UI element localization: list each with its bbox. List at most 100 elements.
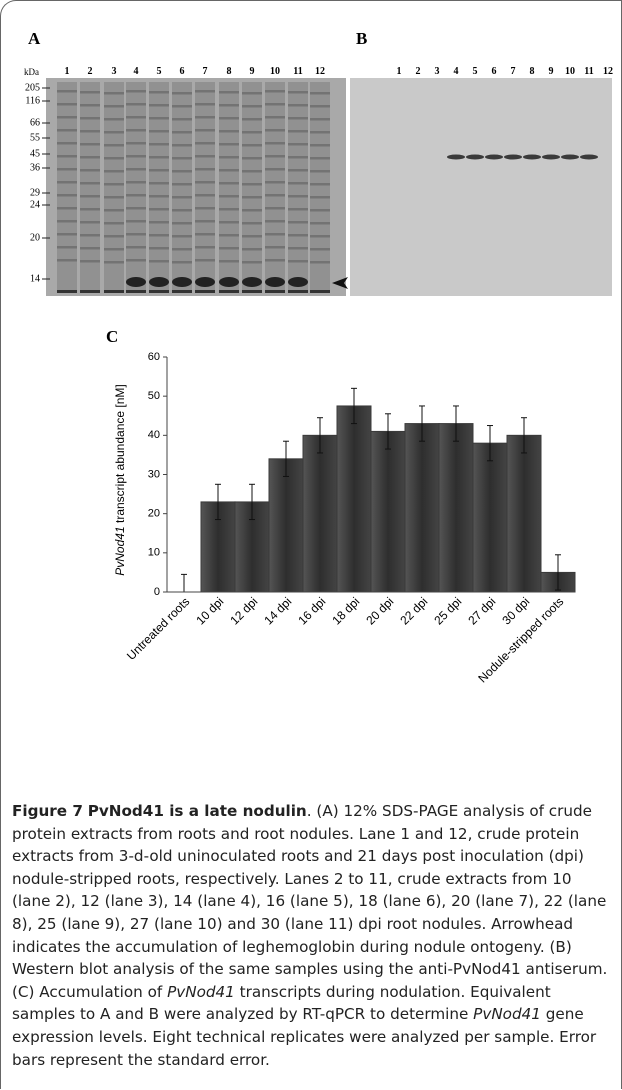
gel-band [172,144,192,147]
x-tick-label: 16 dpi [295,594,328,627]
y-tick-label: 20 [148,508,160,520]
gel-band [265,259,285,262]
gel-band [310,157,330,160]
gel-band [126,207,146,210]
gel-lane [242,82,262,292]
gel-band [57,259,77,262]
gel-band [80,117,100,120]
error-bar [283,440,289,477]
error-bar [555,554,561,591]
gel-band [149,91,169,94]
gel-band [149,260,169,263]
gel-front [57,290,77,293]
leghemoglobin-band [265,277,285,287]
gel-band [265,116,285,119]
gel-band [288,260,308,263]
gel-band [288,130,308,133]
lane-number: 7 [203,66,208,77]
bar [438,423,474,593]
gel-band [265,220,285,223]
gel-band [149,117,169,120]
y-axis-label-text: transcript abundance [nM] [113,384,127,523]
gel-band [219,195,239,198]
gel-band [126,246,146,249]
y-tick-label: 50 [148,390,160,402]
gel-band [242,92,262,95]
gel-front [126,290,146,293]
marker-label: 29 [30,187,40,198]
gel-lane [104,82,124,292]
gel-band [149,208,169,211]
gel-front [265,290,285,293]
gel-band [149,143,169,146]
lane-number: 9 [250,66,255,77]
gel-band [172,92,192,95]
leghemoglobin-band [126,277,146,287]
panel-label: C [106,327,118,346]
gel-band [104,118,124,121]
gel-band [288,156,308,159]
gel-band [57,194,77,197]
bar [506,434,542,593]
gel-band [126,142,146,145]
leghemoglobin-band [195,277,215,287]
gel-band [172,105,192,108]
gel-band [57,168,77,171]
gel-band [310,235,330,238]
gel-band [80,182,100,185]
gel-band [265,194,285,197]
gel-band [219,143,239,146]
gel-lane [195,82,215,292]
gel-band [57,207,77,210]
gel-band [126,259,146,262]
y-tick-label: 30 [148,468,160,480]
gel-band [80,247,100,250]
gel-band [310,131,330,134]
gel-band [104,131,124,134]
gel-band [288,221,308,224]
gel-band [57,142,77,145]
lane-number: 8 [530,66,535,77]
gel-band [126,116,146,119]
bar [404,423,440,593]
x-tick-label: Untreated roots [124,594,192,662]
gel-band [195,207,215,210]
gel-band [265,168,285,171]
marker-label: 14 [30,273,40,284]
gel-band [242,144,262,147]
gel-band [195,233,215,236]
gel-band [219,247,239,250]
caption: Figure 7 PvNod41 is a late nodulin. (A) … [12,800,610,1071]
gel-band [288,117,308,120]
gel-band [57,181,77,184]
gel-band [172,170,192,173]
lane-number: 11 [584,66,593,77]
y-axis-label: PvNod41 transcript abundance [nM] [113,384,127,575]
gel-band [80,208,100,211]
lane-number: 5 [157,66,162,77]
western-band [580,154,598,160]
x-tick-label: 27 dpi [465,594,498,627]
gel-band [288,91,308,94]
western-band [542,154,560,160]
gel-band [80,156,100,159]
gel-front [288,290,308,293]
marker-label: 55 [30,132,40,143]
marker-label: 24 [30,199,40,210]
caption-title: PvNod41 is a late nodulin [87,802,307,820]
gel-band [310,183,330,186]
gel-band [195,103,215,106]
gel-band [310,144,330,147]
gel-band [195,90,215,93]
gel-band [80,234,100,237]
gel-band [310,170,330,173]
gel-band [219,91,239,94]
gel-band [126,233,146,236]
lane-number: 10 [270,66,280,77]
gel-band [242,209,262,212]
lane-number: 6 [180,66,185,77]
bar [302,434,338,593]
gel-band [57,103,77,106]
error-bar [249,483,255,521]
lane-number: 3 [435,66,440,77]
